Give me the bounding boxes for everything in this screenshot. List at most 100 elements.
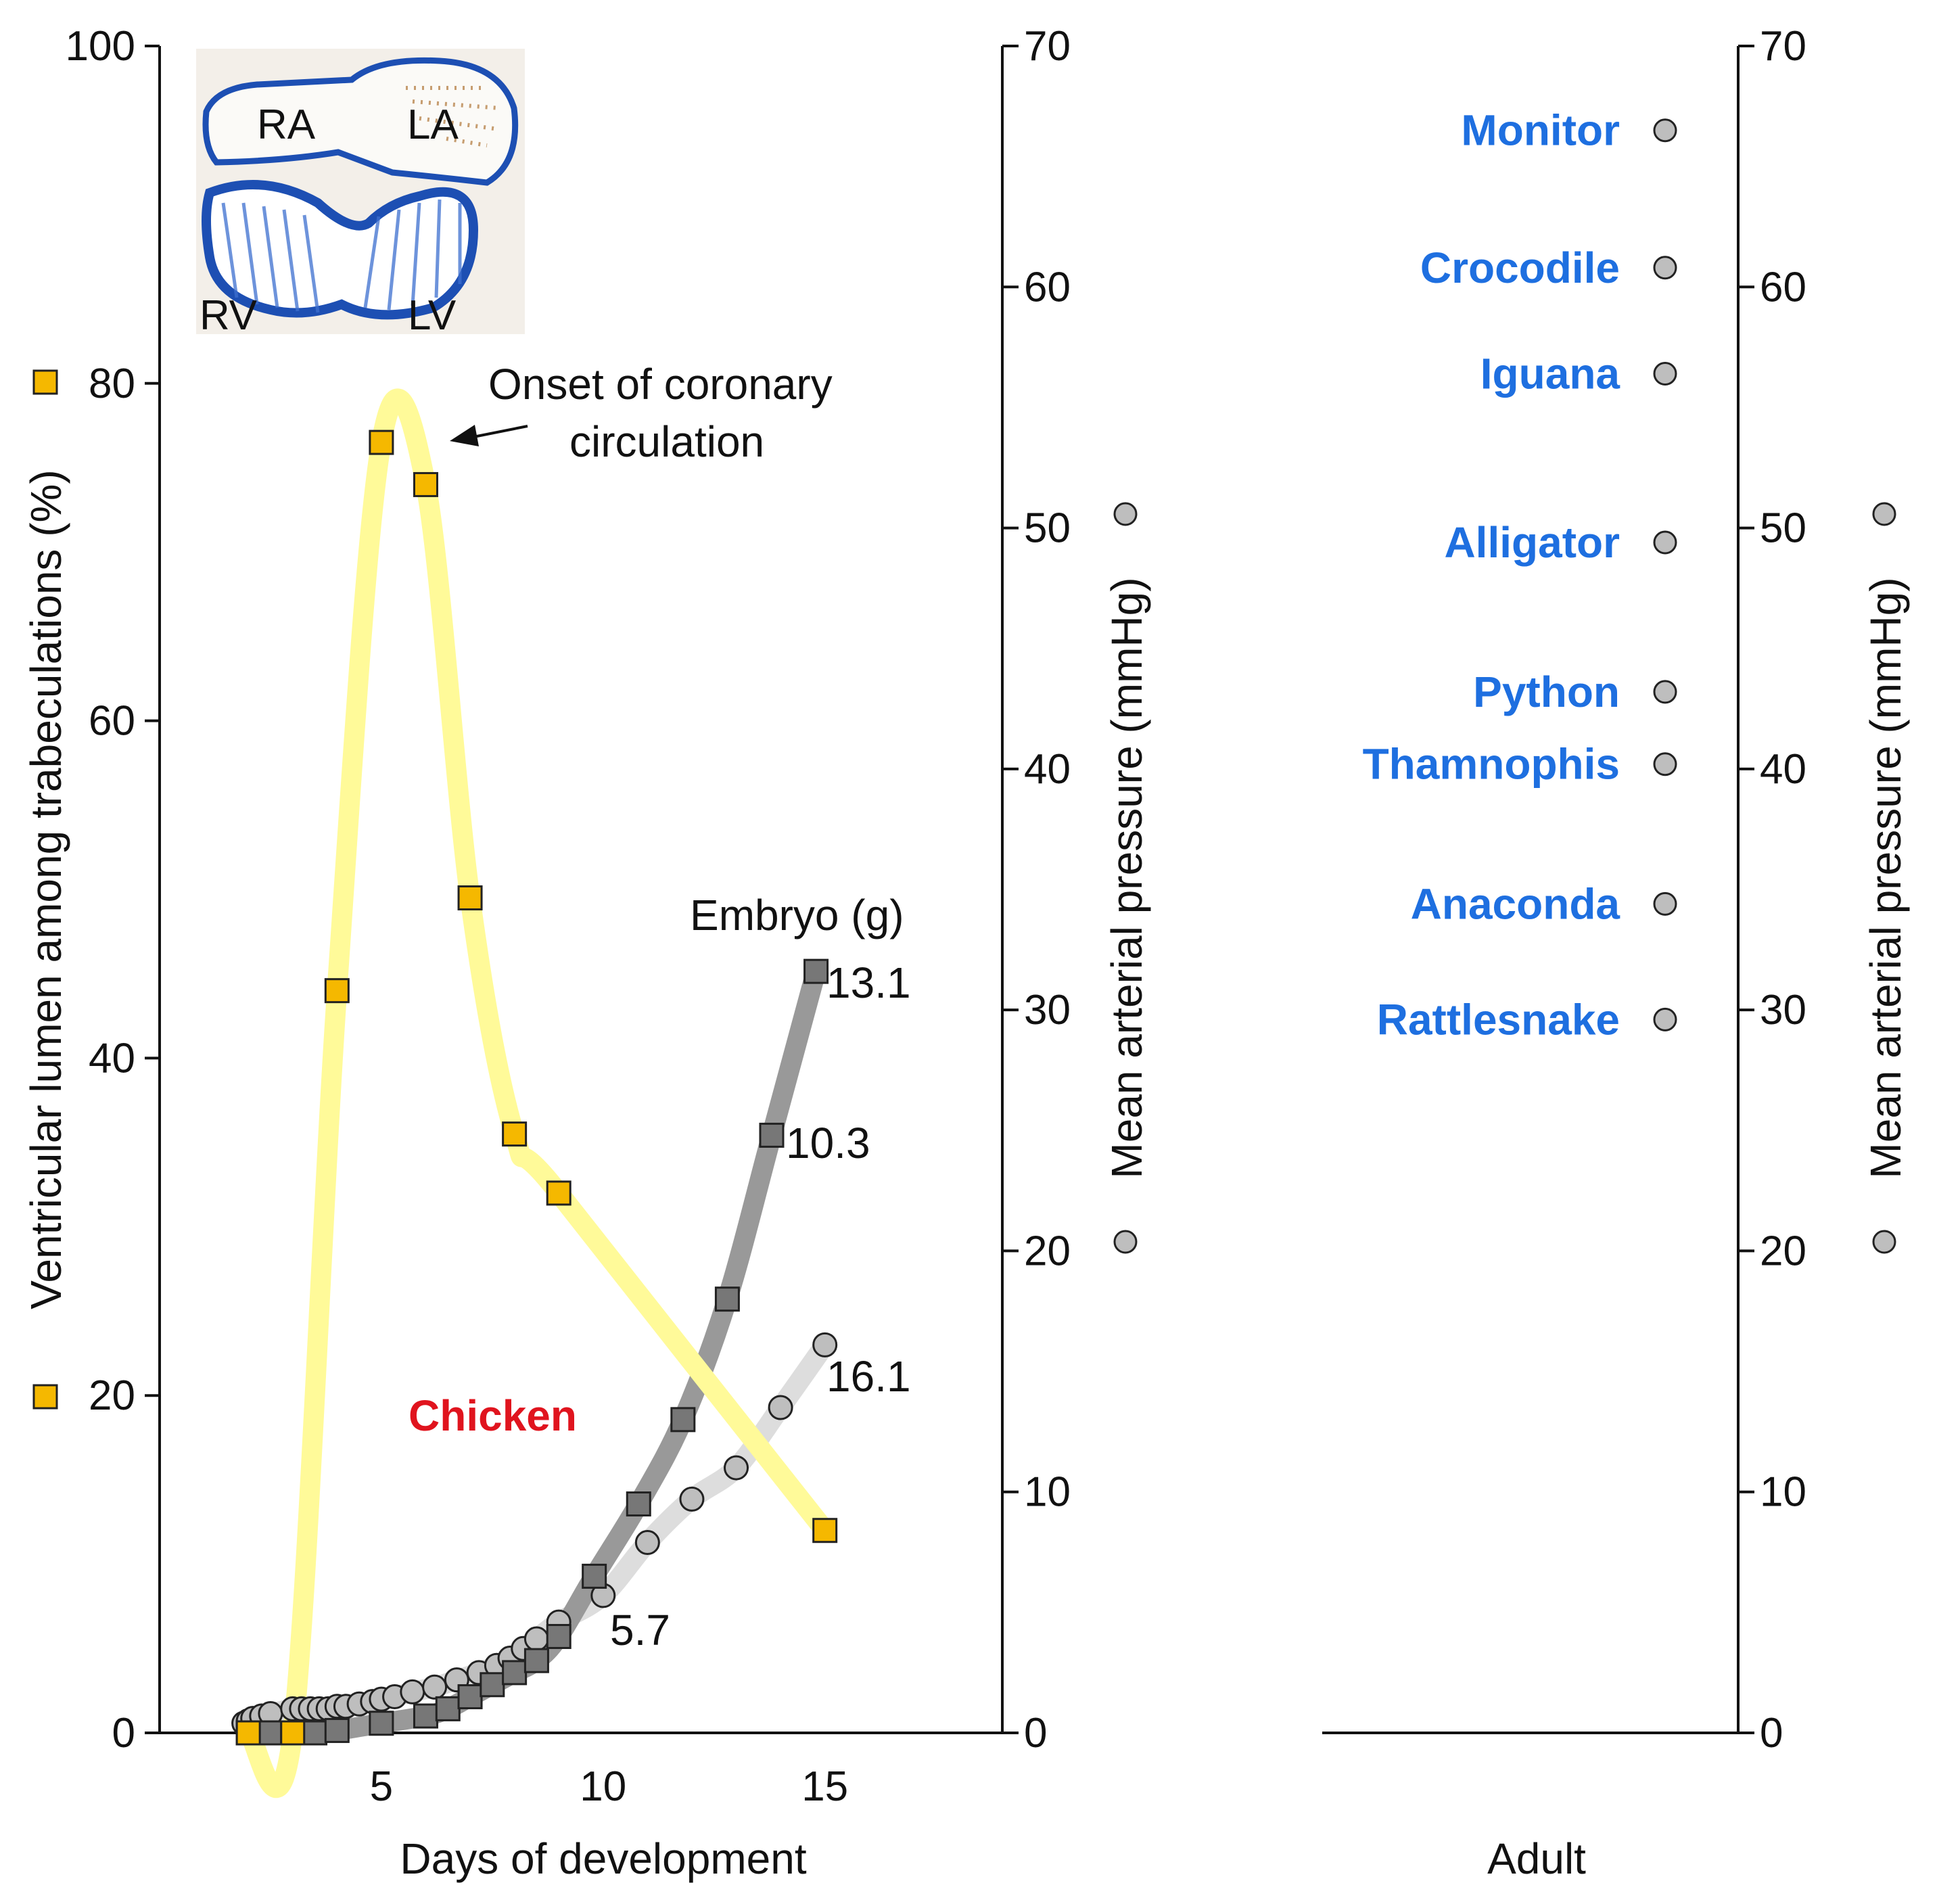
data-point-square-1 (714, 1286, 740, 1312)
x-ticks: 5 10 15 (370, 1763, 849, 1810)
right-y-tick-label: 60 (1760, 264, 1806, 310)
atrial-tissue-speckle (406, 86, 501, 147)
left-y-tick-label: 100 (66, 23, 135, 70)
legend-square-top (32, 369, 58, 395)
data-point-square-0 (324, 978, 350, 1004)
species-label: Thamnophis (1363, 740, 1620, 789)
trend-line-0 (238, 388, 835, 1798)
data-point-square-0 (812, 1518, 838, 1543)
inset-label-rv: RV (200, 292, 258, 339)
mid-y-tick-label: 40 (1024, 746, 1071, 793)
mid-y-axis-title-group: Mean arterial pressure (mmHg) (1102, 502, 1151, 1254)
data-point-square-1 (302, 1720, 328, 1746)
legend-circle-right-top (1872, 502, 1896, 526)
adult-point (1653, 530, 1677, 555)
data-point-square-1 (480, 1672, 505, 1698)
right-y-tick-label: 50 (1760, 505, 1806, 552)
inset-label-ra: RA (257, 101, 316, 148)
mid-y-axis-title: Mean arterial pressure (mmHg) (1102, 577, 1151, 1178)
left-y-axis-title: Ventricular lumen among trabeculations (… (22, 469, 70, 1309)
x-axis-title: Days of development (400, 1834, 806, 1883)
data-point-circle (724, 1455, 749, 1481)
adult-panel: Monitor Crocodile Iguana Alligator Python Tha… (1363, 106, 1677, 1044)
mid-y-tick-label: 50 (1024, 505, 1071, 552)
embryo-weight-label: Embryo (g) (690, 891, 904, 939)
data-point-circle (400, 1679, 425, 1704)
x-tick-label: 10 (580, 1763, 626, 1810)
pressure-value-16-1: 16.1 (826, 1352, 911, 1401)
species-label: Python (1473, 668, 1620, 716)
data-point-square-1 (803, 958, 829, 984)
data-point-circle (422, 1674, 448, 1700)
adult-point (1653, 680, 1677, 704)
data-point-square-1 (546, 1623, 571, 1649)
left-y-ticks: 0 20 40 60 80 100 (66, 23, 160, 1757)
species-label: Alligator (1444, 518, 1620, 567)
data-point-square-1 (435, 1696, 461, 1721)
data-point-circle (679, 1486, 705, 1512)
data-point-circle (768, 1395, 793, 1420)
embryo-value-13-1: 13.1 (826, 958, 911, 1007)
species-label: Iguana (1480, 350, 1620, 398)
data-point-square-0 (502, 1121, 528, 1147)
right-y-tick-label: 40 (1760, 746, 1806, 793)
data-point-square-1 (413, 1703, 438, 1729)
data-point-square-1 (626, 1491, 651, 1517)
annotation-onset: Onset of coronary (488, 360, 833, 409)
heart-section-inset: RA LA RV LV (196, 49, 525, 339)
right-y-tick-label: 10 (1760, 1469, 1806, 1516)
atria-outline (202, 57, 519, 186)
chicken-label: Chicken (409, 1391, 577, 1440)
legend-circle-mid-bottom (1113, 1230, 1138, 1254)
data-point-square-1 (759, 1122, 785, 1148)
left-y-tick-label: 60 (89, 698, 135, 745)
inset-label-la: LA (407, 101, 459, 148)
species-label: Crocodile (1420, 243, 1620, 292)
left-y-tick-label: 80 (89, 361, 135, 407)
adult-point (1653, 118, 1677, 143)
trabeculations-pattern (221, 199, 462, 313)
data-point-square-0 (369, 429, 394, 455)
data-point-circle (523, 1626, 549, 1652)
adult-point (1653, 752, 1677, 776)
adult-point (1653, 256, 1677, 280)
legend-square-bottom (32, 1384, 58, 1410)
right-y-axis-title: Mean arterial pressure (mmHg) (1861, 577, 1910, 1178)
data-markers (231, 429, 838, 1746)
x-tick-label: 15 (801, 1763, 848, 1810)
data-point-square-0 (413, 471, 438, 497)
adult-x-axis-title: Adult (1487, 1834, 1586, 1883)
right-y-tick-label: 0 (1760, 1710, 1783, 1757)
right-y-tick-label: 20 (1760, 1228, 1806, 1274)
adult-point (1653, 362, 1677, 386)
data-point-square-0 (280, 1720, 306, 1746)
inset-label-lv: LV (408, 292, 457, 339)
right-y-tick-label: 70 (1760, 23, 1806, 70)
legend-circle-right-bottom (1872, 1230, 1896, 1254)
data-point-circle (812, 1332, 838, 1357)
x-tick-label: 5 (370, 1763, 393, 1810)
data-point-square-1 (502, 1660, 528, 1686)
mid-y-ticks: 0 10 20 30 40 50 60 70 (1002, 23, 1071, 1757)
data-point-square-1 (369, 1711, 394, 1736)
mid-y-tick-label: 30 (1024, 987, 1071, 1034)
data-point-square-0 (235, 1720, 261, 1746)
adult-point (1653, 1007, 1677, 1031)
data-point-square-1 (523, 1648, 549, 1673)
mid-y-tick-label: 70 (1024, 23, 1071, 70)
pressure-value-5-7: 5.7 (610, 1606, 670, 1654)
species-label: Rattlesnake (1377, 995, 1620, 1044)
data-point-square-1 (582, 1563, 607, 1589)
right-y-axis-title-group: Mean arterial pressure (mmHg) (1861, 502, 1910, 1254)
onset-arrow (450, 425, 528, 446)
adult-point (1653, 891, 1677, 916)
mid-y-tick-label: 20 (1024, 1228, 1071, 1274)
left-y-tick-label: 0 (112, 1710, 135, 1757)
data-point-square-1 (670, 1407, 696, 1433)
data-point-square-1 (324, 1717, 350, 1743)
data-point-square-1 (457, 1684, 483, 1710)
embryo-value-10-3: 10.3 (786, 1119, 870, 1167)
trend-curves (233, 388, 835, 1798)
legend-circle-mid-top (1113, 502, 1138, 526)
